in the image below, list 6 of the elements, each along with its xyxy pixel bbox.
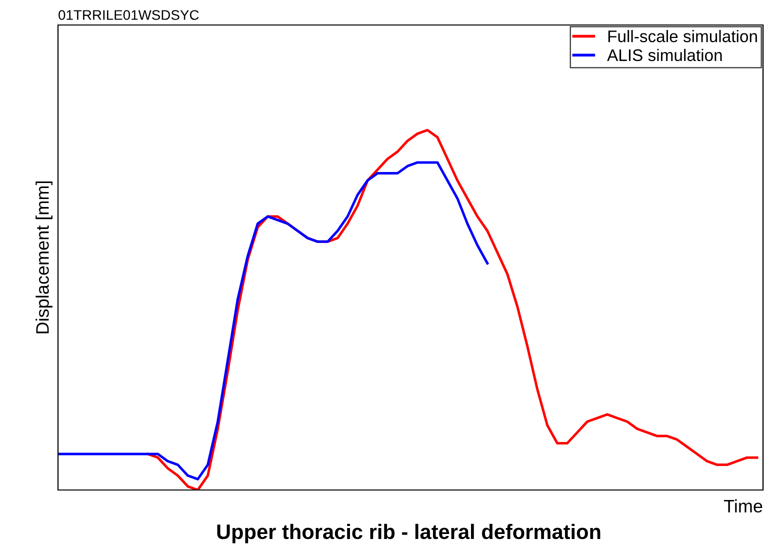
x-axis-title: Time [724, 499, 762, 513]
text: Upper thoracic rib - lateral deformation [217, 524, 600, 544]
chart-subtitle: 01TRRILE01WSDSYC [58, 10, 199, 20]
y-axis-title: Displacement [mm] [36, 182, 52, 334]
legend-label: ALIS simulation [607, 48, 722, 62]
legend-label: Full-scale simulation [608, 30, 757, 42]
